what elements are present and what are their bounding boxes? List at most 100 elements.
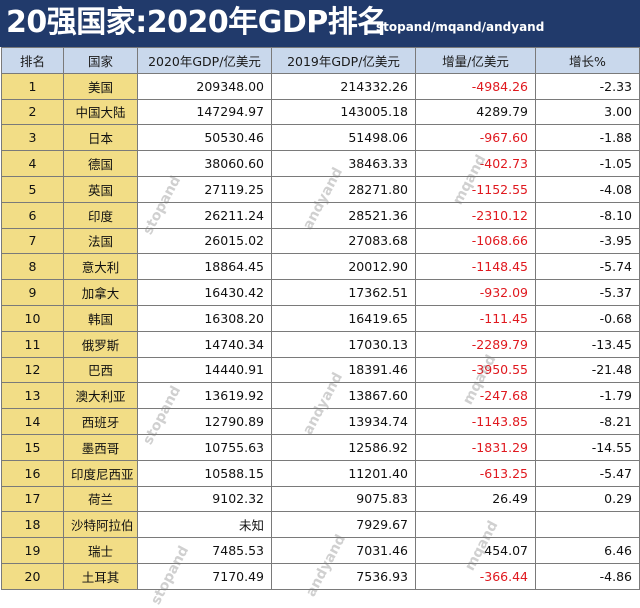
rank-cell: 15 <box>1 433 64 461</box>
gdp-2020-cell: 38060.60 <box>137 150 272 177</box>
delta-cell: -1152.55 <box>415 175 536 203</box>
gdp-2019-cell: 13867.60 <box>271 382 416 410</box>
column-header-gdp-2019: 2019年GDP/亿美元 <box>271 47 416 74</box>
growth-cell: -13.45 <box>535 330 640 358</box>
delta-cell: -366.44 <box>415 562 536 590</box>
table-row: 5 英国 27119.25 28271.80 -1152.55 -4.08 <box>1 175 640 203</box>
gdp-2019-cell: 9075.83 <box>271 485 416 513</box>
growth-cell: -5.74 <box>535 253 640 281</box>
growth-cell: -1.05 <box>535 150 640 177</box>
column-header-delta: 增量/亿美元 <box>415 47 536 74</box>
column-header-gdp-2020: 2020年GDP/亿美元 <box>137 47 272 74</box>
column-header-growth: 增长% <box>535 47 640 74</box>
table-row: 20 土耳其 7170.49 7536.93 -366.44 -4.86 <box>1 562 640 590</box>
delta-cell: -111.45 <box>415 304 536 332</box>
gdp-2020-cell: 26015.02 <box>137 227 272 255</box>
table-row: 7 法国 26015.02 27083.68 -1068.66 -3.95 <box>1 227 640 255</box>
delta-cell: -402.73 <box>415 150 536 177</box>
gdp-2019-cell: 18391.46 <box>271 356 416 384</box>
gdp-2020-cell: 147294.97 <box>137 98 272 126</box>
delta-cell: 26.49 <box>415 485 536 513</box>
gdp-2019-cell: 214332.26 <box>271 72 416 100</box>
delta-cell: -3950.55 <box>415 356 536 384</box>
growth-cell <box>535 511 640 539</box>
rank-cell: 10 <box>1 304 64 332</box>
growth-cell: -5.37 <box>535 279 640 306</box>
column-header-country: 国家 <box>63 47 138 74</box>
delta-cell: -2289.79 <box>415 330 536 358</box>
rank-cell: 4 <box>1 150 64 177</box>
country-cell: 中国大陆 <box>63 98 138 126</box>
delta-cell: -247.68 <box>415 382 536 410</box>
growth-cell: -21.48 <box>535 356 640 384</box>
delta-cell: -1068.66 <box>415 227 536 255</box>
rank-cell: 6 <box>1 201 64 229</box>
rank-cell: 3 <box>1 124 64 152</box>
country-cell: 俄罗斯 <box>63 330 138 358</box>
delta-cell: 4289.79 <box>415 98 536 126</box>
delta-cell: -967.60 <box>415 124 536 152</box>
gdp-2020-cell: 50530.46 <box>137 124 272 152</box>
gdp-2019-cell: 27083.68 <box>271 227 416 255</box>
column-header-rank: 排名 <box>1 47 64 74</box>
table-row: 12 巴西 14440.91 18391.46 -3950.55 -21.48 <box>1 356 640 384</box>
delta-cell: -1143.85 <box>415 408 536 435</box>
growth-cell: -8.21 <box>535 408 640 435</box>
table-row: 17 荷兰 9102.32 9075.83 26.49 0.29 <box>1 485 640 513</box>
growth-cell: 6.46 <box>535 537 640 564</box>
country-cell: 法国 <box>63 227 138 255</box>
country-cell: 沙特阿拉伯 <box>63 511 138 539</box>
country-cell: 土耳其 <box>63 562 138 590</box>
gdp-2019-cell: 143005.18 <box>271 98 416 126</box>
growth-cell: -4.86 <box>535 562 640 590</box>
growth-cell: 3.00 <box>535 98 640 126</box>
country-cell: 荷兰 <box>63 485 138 513</box>
delta-cell: -613.25 <box>415 459 536 487</box>
rank-cell: 19 <box>1 537 64 564</box>
country-cell: 美国 <box>63 72 138 100</box>
gdp-ranking-table: 排名 国家 2020年GDP/亿美元 2019年GDP/亿美元 增量/亿美元 增… <box>1 47 640 590</box>
gdp-2020-cell: 7485.53 <box>137 537 272 564</box>
country-cell: 韩国 <box>63 304 138 332</box>
table-row: 8 意大利 18864.45 20012.90 -1148.45 -5.74 <box>1 253 640 281</box>
gdp-2019-cell: 7929.67 <box>271 511 416 539</box>
delta-cell <box>415 511 536 539</box>
rank-cell: 7 <box>1 227 64 255</box>
country-cell: 加拿大 <box>63 279 138 306</box>
growth-cell: -4.08 <box>535 175 640 203</box>
country-cell: 巴西 <box>63 356 138 384</box>
growth-cell: -1.79 <box>535 382 640 410</box>
table-row: 6 印度 26211.24 28521.36 -2310.12 -8.10 <box>1 201 640 229</box>
rank-cell: 20 <box>1 562 64 590</box>
delta-cell: -4984.26 <box>415 72 536 100</box>
table-row: 18 沙特阿拉伯 未知 7929.67 <box>1 511 640 539</box>
gdp-2019-cell: 7536.93 <box>271 562 416 590</box>
gdp-2020-cell: 16430.42 <box>137 279 272 306</box>
gdp-2020-cell: 14440.91 <box>137 356 272 384</box>
table-row: 2 中国大陆 147294.97 143005.18 4289.79 3.00 <box>1 98 640 126</box>
gdp-2020-cell: 7170.49 <box>137 562 272 590</box>
table-row: 13 澳大利亚 13619.92 13867.60 -247.68 -1.79 <box>1 382 640 410</box>
country-cell: 印度尼西亚 <box>63 459 138 487</box>
gdp-2020-cell: 209348.00 <box>137 72 272 100</box>
growth-cell: -14.55 <box>535 433 640 461</box>
table-row: 19 瑞士 7485.53 7031.46 454.07 6.46 <box>1 537 640 564</box>
rank-cell: 8 <box>1 253 64 281</box>
table-row: 4 德国 38060.60 38463.33 -402.73 -1.05 <box>1 150 640 177</box>
gdp-2020-cell: 16308.20 <box>137 304 272 332</box>
gdp-2019-cell: 13934.74 <box>271 408 416 435</box>
country-cell: 英国 <box>63 175 138 203</box>
table-row: 16 印度尼西亚 10588.15 11201.40 -613.25 -5.47 <box>1 459 640 487</box>
growth-cell: -0.68 <box>535 304 640 332</box>
gdp-2019-cell: 17030.13 <box>271 330 416 358</box>
gdp-2020-cell: 26211.24 <box>137 201 272 229</box>
table-row: 15 墨西哥 10755.63 12586.92 -1831.29 -14.55 <box>1 433 640 461</box>
gdp-2020-cell: 10588.15 <box>137 459 272 487</box>
rank-cell: 16 <box>1 459 64 487</box>
growth-cell: -1.88 <box>535 124 640 152</box>
growth-cell: -8.10 <box>535 201 640 229</box>
country-cell: 日本 <box>63 124 138 152</box>
gdp-2019-cell: 28271.80 <box>271 175 416 203</box>
rank-cell: 11 <box>1 330 64 358</box>
delta-cell: 454.07 <box>415 537 536 564</box>
